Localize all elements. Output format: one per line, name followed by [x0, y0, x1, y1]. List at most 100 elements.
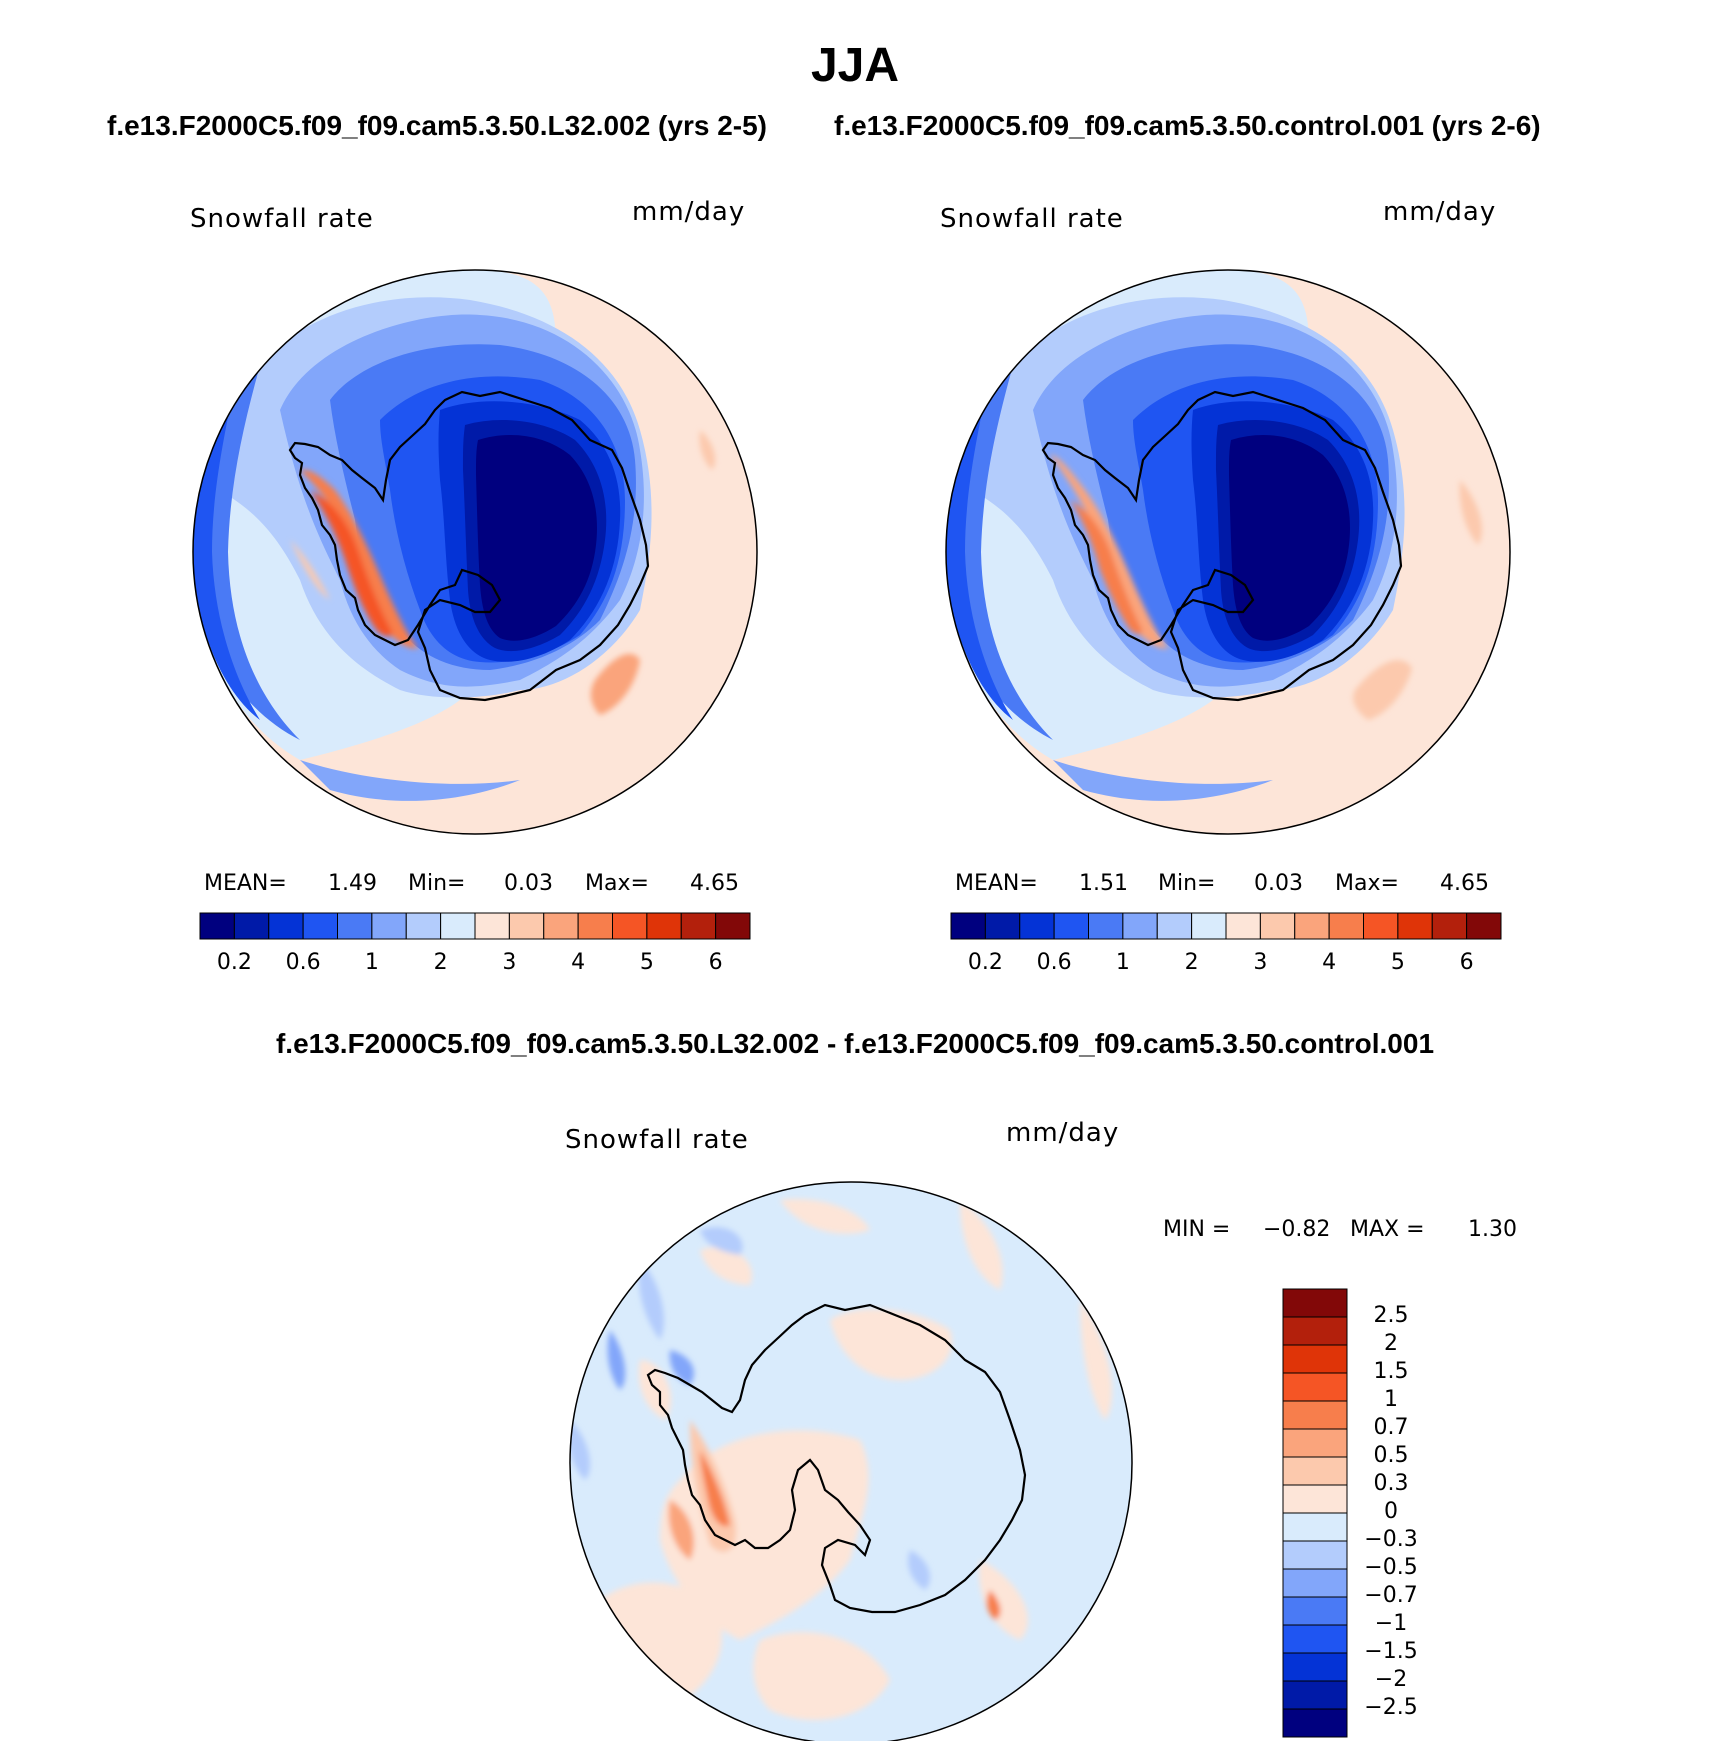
colorbar-tick-label: 2 — [433, 950, 448, 975]
colorbar-tick-label: 6 — [1459, 950, 1474, 975]
colorbar-swatch — [680, 912, 717, 940]
diff-variable-label: Snowfall rate — [565, 1125, 749, 1155]
colorbar-swatch — [1328, 912, 1364, 940]
colorbar-swatch — [1431, 912, 1468, 940]
colorbar-swatch — [1466, 912, 1502, 940]
diff-colorbar-swatch — [1282, 1568, 1348, 1598]
diff-title: f.e13.F2000C5.f09_f09.cam5.3.50.L32.002 … — [275, 1028, 1435, 1059]
right-variable-label: Snowfall rate — [940, 204, 1124, 234]
left-mean-label: MEAN= — [204, 871, 287, 896]
diff-colorbar-swatch — [1282, 1484, 1348, 1514]
colorbar-tick-label: 4 — [1322, 950, 1337, 975]
diff-colorbar-label: −0.3 — [1364, 1527, 1418, 1552]
colorbar-tick-label: 0.6 — [285, 950, 321, 975]
colorbar-tick-label: 1 — [1115, 950, 1130, 975]
colorbar-tick-label: 5 — [1390, 950, 1405, 975]
colorbar-swatch — [950, 912, 986, 940]
colorbar-swatch — [440, 912, 476, 940]
colorbar-swatch — [543, 912, 579, 940]
left-min-label: Min= — [408, 871, 466, 896]
diff-colorbar-label: −2.5 — [1364, 1695, 1418, 1720]
diff-colorbar-swatch — [1282, 1344, 1348, 1374]
left-units-label: mm/day — [632, 197, 746, 227]
left-case-title: f.e13.F2000C5.f09_f09.cam5.3.50.L32.002 … — [107, 110, 767, 141]
colorbar-swatch — [1294, 912, 1330, 940]
diff-colorbar-label: 2 — [1384, 1331, 1398, 1356]
left-max-label: Max= — [585, 871, 649, 896]
colorbar-tick-label: 1 — [364, 950, 379, 975]
left-polar-map — [193, 270, 757, 834]
diff-colorbar-label: 0.5 — [1373, 1443, 1409, 1468]
diff-colorbar-swatch — [1282, 1680, 1348, 1710]
diff-colorbar-label: 0.3 — [1373, 1471, 1409, 1496]
diff-colorbar-label: 1.5 — [1373, 1359, 1409, 1384]
right-max-label: Max= — [1335, 871, 1399, 896]
diff-colorbar-label: −1.5 — [1364, 1639, 1418, 1664]
diff-colorbar — [1282, 1288, 1348, 1738]
diff-colorbar-swatch — [1282, 1652, 1348, 1682]
diff-colorbar-swatch — [1282, 1512, 1348, 1542]
diff-colorbar-label: 1 — [1384, 1387, 1398, 1412]
diff-max-label: MAX = — [1350, 1217, 1425, 1242]
diff-units-label: mm/day — [1006, 1118, 1120, 1148]
colorbar-swatch — [1019, 912, 1055, 940]
diff-colorbar-swatch — [1282, 1596, 1348, 1626]
colorbar-swatch — [1156, 912, 1193, 940]
colorbar-swatch — [474, 912, 510, 940]
diff-colorbar-swatch — [1282, 1428, 1348, 1458]
colorbar-swatch — [233, 912, 270, 940]
colorbar-swatch — [1225, 912, 1261, 940]
diff-colorbar-label: 0 — [1384, 1499, 1398, 1524]
diff-colorbar-label: −0.7 — [1364, 1583, 1418, 1608]
left-max-value: 4.65 — [690, 871, 739, 896]
right-min-value: 0.03 — [1254, 871, 1303, 896]
colorbar-swatch — [268, 912, 304, 940]
diff-colorbar-label: −2 — [1374, 1667, 1408, 1692]
left-antarctica-coastline — [288, 390, 650, 702]
colorbar-swatch — [646, 912, 682, 940]
right-min-label: Min= — [1158, 871, 1216, 896]
colorbar-swatch — [1363, 912, 1399, 940]
colorbar-tick-label: 4 — [571, 950, 586, 975]
diff-colorbar-swatch — [1282, 1288, 1348, 1318]
colorbar-swatch — [302, 912, 338, 940]
colorbar-tick-label: 3 — [502, 950, 517, 975]
right-colorbar — [950, 912, 1502, 940]
right-polar-map — [946, 270, 1510, 834]
diff-colorbar-swatch — [1282, 1316, 1348, 1346]
colorbar-tick-label: 6 — [708, 950, 723, 975]
colorbar-swatch — [508, 912, 545, 940]
diff-min-value: −0.82 — [1263, 1217, 1331, 1242]
colorbar-swatch — [1088, 912, 1124, 940]
left-min-value: 0.03 — [504, 871, 553, 896]
colorbar-swatch — [199, 912, 235, 940]
left-colorbar — [199, 912, 751, 940]
colorbar-swatch — [577, 912, 613, 940]
right-mean-value: 1.51 — [1079, 871, 1128, 896]
diff-colorbar-swatch — [1282, 1624, 1348, 1654]
diff-colorbar-label: 2.5 — [1373, 1303, 1409, 1328]
colorbar-swatch — [1122, 912, 1158, 940]
colorbar-swatch — [715, 912, 751, 940]
colorbar-swatch — [1259, 912, 1296, 940]
colorbar-swatch — [405, 912, 442, 940]
colorbar-swatch — [612, 912, 648, 940]
colorbar-swatch — [1397, 912, 1433, 940]
colorbar-swatch — [1191, 912, 1227, 940]
right-max-value: 4.65 — [1440, 871, 1489, 896]
diff-colorbar-swatch — [1282, 1372, 1348, 1402]
diff-colorbar-label: −1 — [1374, 1611, 1408, 1636]
diff-min-label: MIN = — [1163, 1217, 1231, 1242]
diff-colorbar-swatch — [1282, 1708, 1348, 1738]
right-mean-label: MEAN= — [955, 871, 1038, 896]
diff-polar-map — [570, 1182, 1132, 1741]
left-variable-label: Snowfall rate — [190, 204, 374, 234]
diff-colorbar-swatch — [1282, 1456, 1348, 1486]
colorbar-swatch — [1053, 912, 1089, 940]
diff-colorbar-label: 0.7 — [1373, 1415, 1409, 1440]
right-units-label: mm/day — [1383, 197, 1497, 227]
diff-colorbar-swatch — [1282, 1540, 1348, 1570]
colorbar-swatch — [337, 912, 373, 940]
colorbar-tick-label: 0.2 — [967, 950, 1003, 975]
